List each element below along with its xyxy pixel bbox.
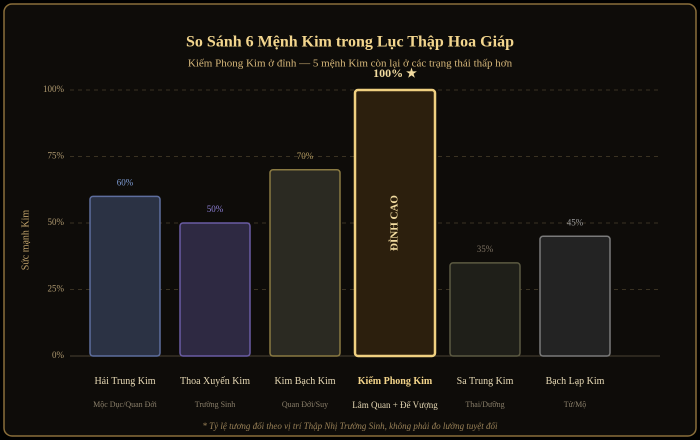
value-label: 70% — [297, 151, 314, 161]
bar — [353, 88, 437, 358]
x-sublabel: Trường Sinh — [194, 400, 236, 409]
x-sublabel: Lâm Quan + Đế Vượng — [352, 400, 438, 410]
value-label: 60% — [117, 177, 134, 187]
y-tick-label: 50% — [48, 217, 65, 227]
x-tick-label: Hải Trung Kim — [94, 376, 156, 387]
footnote: * Tỷ lệ tương đối theo vị trí Thập Nhị T… — [202, 421, 498, 431]
chart-title: So Sánh 6 Mệnh Kim trong Lục Thập Hoa Gi… — [186, 34, 514, 51]
bar — [89, 195, 161, 357]
y-tick-label: 100% — [43, 84, 65, 94]
value-label: 100% ★ — [373, 66, 417, 80]
bar — [449, 262, 521, 357]
chart-subtitle: Kiếm Phong Kim ở đỉnh — 5 mệnh Kim còn l… — [188, 58, 513, 70]
x-sublabel: Mộc Dục/Quan Đới — [93, 400, 157, 409]
x-tick-label: Thoa Xuyến Kim — [180, 376, 250, 387]
y-tick-label: 0% — [52, 350, 65, 360]
y-tick-label: 25% — [48, 284, 65, 294]
x-tick-label: Kim Bạch Kim — [274, 376, 336, 387]
value-label: 45% — [567, 217, 584, 227]
y-tick-label: 75% — [48, 151, 65, 161]
annotation: ĐỈNH CAO — [389, 195, 401, 251]
x-tick-label: Bạch Lạp Kim — [545, 376, 605, 387]
bar — [179, 222, 251, 357]
y-axis-label: Sức mạnh Kim — [20, 210, 31, 271]
value-label: 35% — [477, 244, 494, 254]
frame — [3, 3, 697, 437]
bar — [539, 235, 611, 357]
x-sublabel: Tử/Mộ — [563, 400, 587, 409]
x-tick-label: Sa Trung Kim — [456, 376, 514, 387]
value-label: 50% — [207, 204, 224, 214]
bar — [269, 169, 341, 357]
x-tick-label: Kiếm Phong Kim — [357, 376, 433, 387]
x-sublabel: Thai/Dưỡng — [465, 400, 505, 409]
x-sublabel: Quan Đới/Suy — [281, 400, 329, 409]
